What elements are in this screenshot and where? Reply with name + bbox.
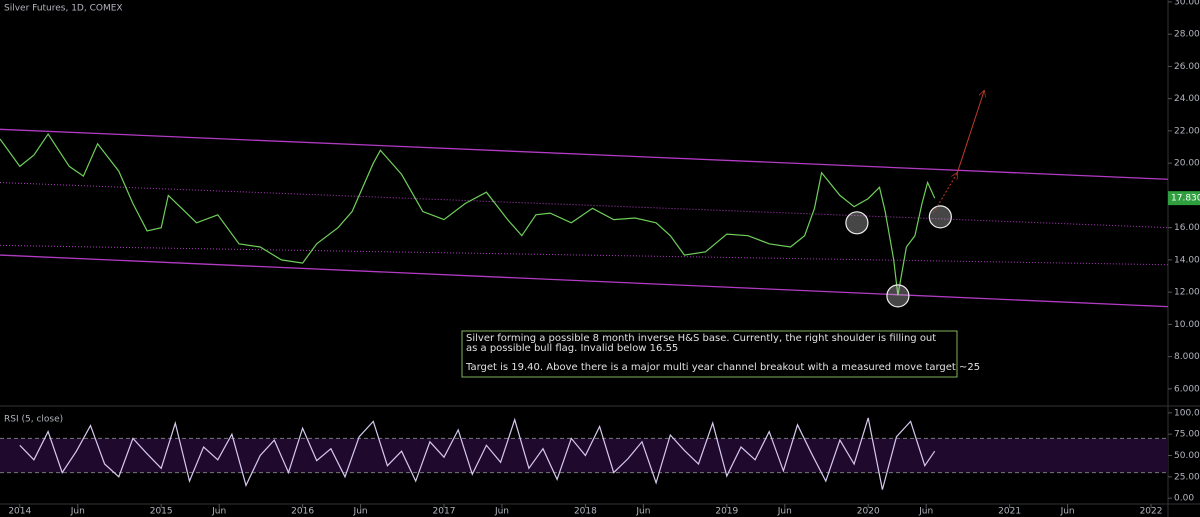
x-tick-label: 2017 — [433, 507, 456, 517]
x-tick-label: 2016 — [291, 507, 314, 517]
x-tick-label: Jun — [211, 507, 226, 517]
series-line — [19, 417, 936, 490]
y-tick-label: 20.000 — [1174, 159, 1200, 169]
target-arrow — [956, 91, 984, 173]
x-tick-label: Jun — [353, 507, 368, 517]
annotation-text: Target is 19.40. Above there is a major … — [465, 362, 980, 373]
y-tick-label: 25.00 — [1174, 472, 1200, 482]
x-tick-label: 2021 — [998, 507, 1021, 517]
y-tick-label: 6.000 — [1174, 384, 1200, 394]
y-tick-label: 30.000 — [1174, 0, 1200, 7]
y-tick-label: 12.000 — [1174, 288, 1200, 298]
rsi-band — [0, 438, 1168, 473]
x-tick-label: 2015 — [150, 507, 173, 517]
channel-line — [0, 254, 1169, 308]
chart-title: Silver Futures, 1D, COMEX — [4, 4, 123, 14]
last-price-label: 17.830 — [1171, 194, 1200, 204]
y-tick-label: 100.00 — [1174, 408, 1200, 418]
y-tick-label: 8.000 — [1174, 352, 1200, 362]
y-tick-label: 14.000 — [1174, 255, 1200, 265]
x-tick-label: Jun — [635, 507, 650, 517]
x-tick-label: 2019 — [715, 507, 738, 517]
y-tick-label: 10.000 — [1174, 320, 1200, 330]
y-tick-label: 75.00 — [1174, 430, 1200, 440]
last-price-box — [1168, 191, 1200, 206]
x-tick-label: 2020 — [857, 507, 880, 517]
y-tick-label: 26.000 — [1174, 62, 1200, 72]
highlight-circle — [928, 205, 952, 229]
x-tick-label: 2022 — [1140, 507, 1163, 517]
rsi-title: RSI (5, close) — [4, 415, 63, 425]
x-tick-label: Jun — [1060, 507, 1075, 517]
x-tick-label: Jun — [494, 507, 509, 517]
annotation-text: as a possible bull flag. Invalid below 1… — [466, 343, 678, 354]
series-line — [0, 133, 936, 296]
x-tick-label: Jun — [70, 507, 85, 517]
highlight-circle — [886, 284, 910, 308]
x-tick-label: 2014 — [8, 507, 31, 517]
x-tick-label: 2018 — [574, 507, 597, 517]
annotation-text: Silver forming a possible 8 month invers… — [466, 333, 936, 344]
y-tick-label: 50.00 — [1174, 451, 1200, 461]
x-tick-label: Jun — [918, 507, 933, 517]
channel-line — [0, 128, 1169, 180]
x-tick-label: Jun — [777, 507, 792, 517]
y-tick-label: 22.000 — [1174, 126, 1200, 136]
y-tick-label: 28.000 — [1174, 30, 1200, 40]
y-tick-label: 16.000 — [1174, 223, 1200, 233]
annotation-box — [461, 330, 958, 378]
highlight-circle — [845, 211, 869, 235]
y-tick-label: 0.00 — [1174, 494, 1194, 504]
y-tick-label: 24.000 — [1174, 94, 1200, 104]
